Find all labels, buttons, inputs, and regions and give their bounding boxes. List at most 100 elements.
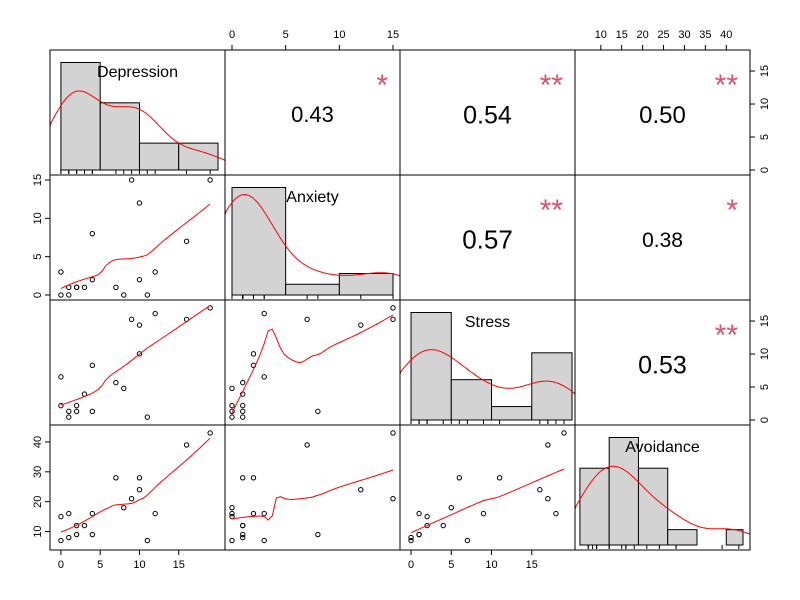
- scatter-point: [229, 402, 235, 409]
- histogram-bar: [410, 312, 452, 421]
- scatter-point: [128, 177, 135, 183]
- panel-depression-anxiety: 0.43 *: [224, 49, 401, 176]
- scatter-point: [136, 276, 143, 283]
- y-tick-label: 40: [32, 436, 44, 448]
- scatter-point: [144, 537, 151, 544]
- scatter-point: [229, 385, 235, 392]
- panel-depression-stress: 0.54 **: [399, 49, 576, 176]
- panel-stress-depression: [49, 299, 226, 426]
- scatter-point: [113, 379, 119, 386]
- scatter-point: [553, 510, 559, 517]
- x-tick-label: 40: [720, 29, 732, 41]
- scatter-point: [81, 522, 88, 529]
- histogram-bar: [99, 102, 140, 171]
- scatter-point: [66, 510, 72, 517]
- scatter-point: [121, 292, 127, 298]
- loess-curve: [60, 437, 211, 533]
- x-tick-label: 10: [333, 29, 345, 41]
- scatter-point: [66, 534, 72, 541]
- scatter-point: [66, 408, 72, 415]
- y-tick-label: 10: [759, 98, 771, 110]
- x-tick-label: 0: [58, 559, 64, 571]
- panel-avoidance-depression: [49, 424, 226, 551]
- scatter-point: [58, 292, 64, 298]
- x-tick-label: 5: [97, 559, 103, 571]
- scatter-point: [390, 305, 396, 311]
- histogram-bar: [138, 142, 180, 171]
- scatter-point: [73, 284, 80, 291]
- scatter-point: [89, 276, 96, 283]
- scatter-point: [261, 310, 267, 317]
- panel-anxiety-anxiety: Anxiety: [224, 174, 401, 301]
- scatter-point: [240, 475, 246, 481]
- scatter-point: [73, 531, 80, 538]
- scatter-point: [58, 374, 64, 380]
- scatter-point: [89, 408, 96, 415]
- scatter-point: [113, 475, 119, 481]
- density-curve: [49, 90, 226, 161]
- panel-avoidance-avoidance: Avoidance: [574, 424, 751, 551]
- scatter-point: [448, 504, 454, 511]
- loess-curve: [410, 468, 565, 534]
- x-tick-label: 20: [637, 29, 649, 41]
- x-tick-label: 15: [387, 29, 399, 41]
- panel-anxiety-depression: [49, 174, 226, 301]
- scatter-point: [408, 534, 414, 541]
- y-tick-label: 10: [759, 348, 771, 360]
- density-curve: [574, 465, 751, 535]
- x-tick-label: 0: [408, 559, 414, 571]
- variable-label-stress: Stress: [465, 314, 510, 331]
- scatter-point: [416, 510, 422, 517]
- histogram-bar: [491, 406, 533, 421]
- scatter-point: [408, 537, 414, 544]
- scatter-point: [66, 292, 72, 298]
- scatter-point: [66, 414, 72, 420]
- scatter-point: [545, 442, 551, 448]
- scatter-point: [456, 475, 463, 481]
- scatter-point: [496, 475, 503, 481]
- panel-depression-depression: Depression: [49, 49, 226, 176]
- scatter-point: [183, 442, 190, 448]
- scatter-point: [89, 230, 96, 237]
- x-tick-label: 15: [616, 29, 628, 41]
- y-tick-label: 20: [32, 496, 44, 508]
- scatter-point: [424, 513, 430, 520]
- variable-label-depression: Depression: [97, 64, 178, 81]
- scatter-point: [304, 442, 310, 448]
- scatter-point: [358, 487, 364, 493]
- scatter-point: [304, 316, 310, 323]
- scatter-point: [480, 510, 487, 517]
- scatter-point: [183, 238, 190, 245]
- scatter-point: [136, 200, 143, 206]
- histogram-bar: [450, 379, 493, 421]
- correlation-value: 0.54: [463, 101, 512, 129]
- variable-label-anxiety: Anxiety: [286, 189, 338, 206]
- histogram-bar: [667, 529, 698, 546]
- scatter-point: [89, 510, 96, 517]
- panel-border: [49, 299, 226, 426]
- scatter-point: [73, 522, 80, 529]
- histogram-bar: [531, 352, 573, 421]
- histogram-bar: [285, 283, 340, 296]
- scatter-point: [545, 496, 551, 502]
- x-tick-label: 10: [485, 559, 497, 571]
- histogram-bar: [178, 142, 219, 171]
- panel-avoidance-anxiety: [224, 424, 401, 551]
- panel-stress-stress: Stress: [399, 299, 576, 426]
- scatter-point: [113, 284, 119, 291]
- x-tick-label: 10: [133, 559, 145, 571]
- scatter-point: [136, 487, 143, 493]
- scatter-point: [229, 537, 235, 544]
- y-tick-label: 10: [32, 212, 44, 224]
- significance-stars: *: [726, 194, 738, 227]
- y-tick-label: 5: [759, 384, 771, 390]
- panel-stress-avoidance: 0.53 **: [574, 299, 751, 426]
- x-tick-label: 25: [657, 29, 669, 41]
- variable-label-avoidance: Avoidance: [625, 439, 700, 456]
- axes: 0 5 10 15 0 5 10 15 0 5 10 15 10 15 20 25 30 35 40 0 5 10 15 10…: [32, 29, 771, 571]
- panel-anxiety-stress: 0.57 **: [399, 174, 576, 301]
- scatter-point: [73, 408, 80, 415]
- panel-border: [224, 424, 401, 551]
- y-tick-label: 30: [32, 466, 44, 478]
- scatter-point: [229, 414, 235, 420]
